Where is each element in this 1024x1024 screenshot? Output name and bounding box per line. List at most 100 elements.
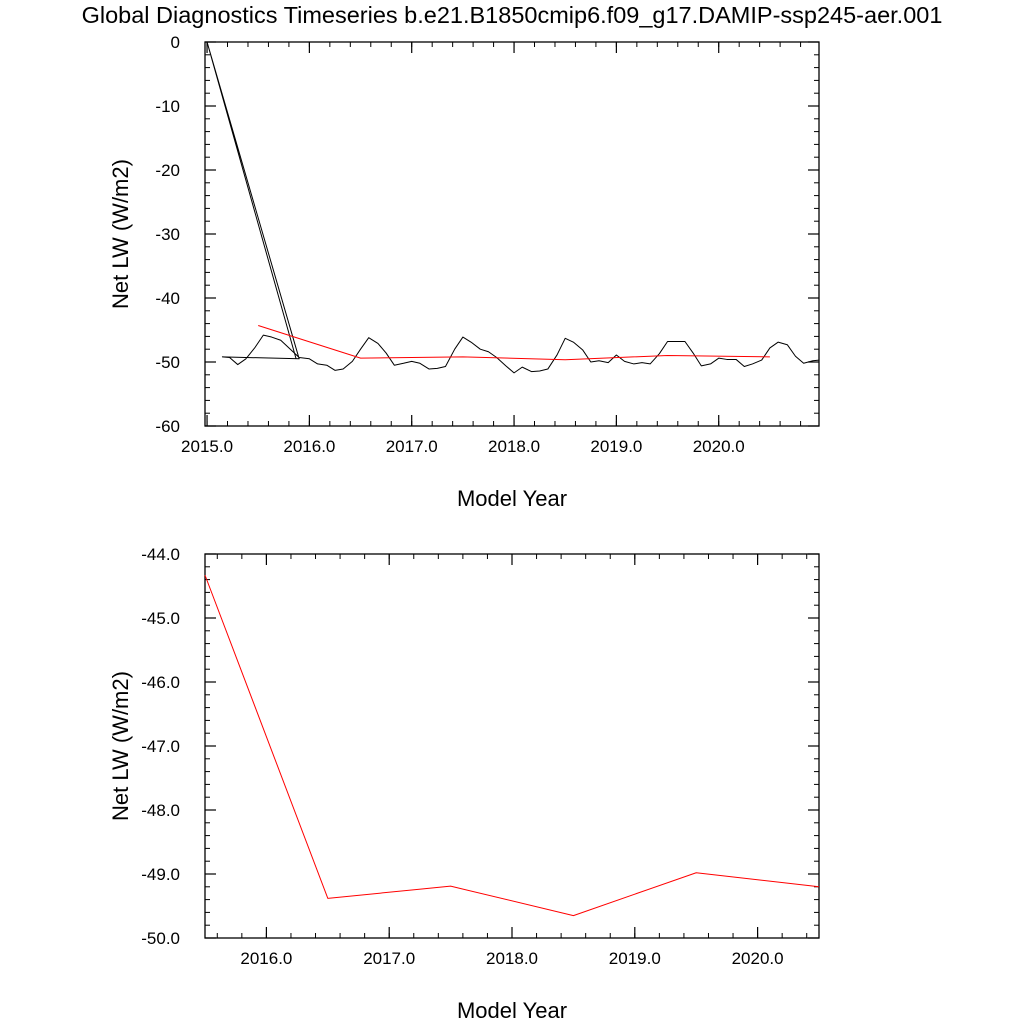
data-point [522, 367, 523, 368]
y-axis-title: Net LW (W/m2) [108, 159, 133, 309]
data-point [394, 365, 395, 366]
data-point [565, 338, 566, 339]
data-point [360, 349, 361, 350]
y-tick-label: -50 [155, 353, 180, 372]
data-point [650, 363, 651, 364]
data-point [255, 347, 256, 348]
data-point [377, 343, 378, 344]
data-point [531, 371, 532, 372]
data-point [777, 342, 778, 343]
data-point [539, 370, 540, 371]
data-point [437, 368, 438, 369]
data-point [462, 356, 463, 357]
data-point [696, 872, 697, 873]
data-point [327, 898, 328, 899]
x-axis-title: Model Year [457, 486, 567, 511]
data-point [317, 363, 318, 364]
data-point [667, 355, 668, 356]
data-point [616, 354, 617, 355]
y-tick-label: -30 [155, 225, 180, 244]
y-tick-label: -60 [155, 417, 180, 436]
x-tick-label: 2017.0 [386, 437, 438, 456]
data-point [590, 361, 591, 362]
data-point [429, 368, 430, 369]
data-point [769, 356, 770, 357]
data-point [803, 363, 804, 364]
data-point [761, 359, 762, 360]
data-point [411, 361, 412, 362]
data-point [710, 363, 711, 364]
x-tick-label: 2019.0 [609, 949, 661, 968]
series-line-0 [206, 41, 820, 374]
data-point [641, 362, 642, 363]
y-tick-label: -50.0 [141, 929, 180, 948]
data-point [513, 372, 514, 373]
data-point [299, 357, 300, 358]
data-point [659, 353, 660, 354]
data-point [271, 336, 272, 337]
data-point [818, 359, 819, 360]
data-point [229, 357, 230, 358]
data-point [795, 356, 796, 357]
data-point [299, 358, 300, 359]
data-point [667, 341, 668, 342]
series-line-0 [204, 574, 820, 917]
x-tick-label: 2015.0 [181, 437, 233, 456]
data-point [343, 368, 344, 369]
x-tick-label: 2016.0 [240, 949, 292, 968]
data-point [360, 358, 361, 359]
data-point [598, 360, 599, 361]
y-tick-label: -47.0 [141, 737, 180, 756]
data-point [726, 359, 727, 360]
data-point [573, 342, 574, 343]
data-point [263, 335, 264, 336]
data-point [752, 363, 753, 364]
data-point [684, 341, 685, 342]
data-point [693, 352, 694, 353]
chart-bottom: 2016.0 2017.0 2018.0 2019.0 2020.0 -44.0 -45.0… [108, 545, 820, 1023]
data-point [787, 344, 788, 345]
y-tick-label: -45.0 [141, 609, 180, 628]
data-point [818, 886, 819, 887]
data-point [582, 349, 583, 350]
data-point [245, 358, 246, 359]
data-point [608, 362, 609, 363]
data-point [488, 351, 489, 352]
y-axis-title: Net LW (W/m2) [108, 671, 133, 821]
data-point [352, 361, 353, 362]
data-point [675, 341, 676, 342]
y-tick-label: -48.0 [141, 801, 180, 820]
data-point [206, 41, 207, 42]
data-point [326, 365, 327, 366]
data-point [565, 359, 566, 360]
data-point [556, 354, 557, 355]
data-point [624, 361, 625, 362]
x-tick-label: 2018.0 [488, 437, 540, 456]
x-tick-label: 2019.0 [590, 437, 642, 456]
data-point [701, 365, 702, 366]
plot-frame [204, 553, 820, 939]
data-point [450, 886, 451, 887]
data-point [462, 336, 463, 337]
data-point [633, 363, 634, 364]
data-point [204, 575, 205, 576]
y-tick-label: -40 [155, 289, 180, 308]
data-point [445, 366, 446, 367]
x-tick-label: 2017.0 [363, 949, 415, 968]
data-point [718, 358, 719, 359]
data-point [454, 349, 455, 350]
data-point [222, 356, 223, 357]
x-tick-label: 2016.0 [283, 437, 335, 456]
data-point [573, 915, 574, 916]
data-point [368, 337, 369, 338]
y-tick-label: -44.0 [141, 545, 180, 564]
y-tick-label: -20 [155, 161, 180, 180]
data-point [386, 352, 387, 353]
page-title: Global Diagnostics Timeseries b.e21.B185… [81, 2, 943, 28]
data-point [403, 363, 404, 364]
data-point [237, 364, 238, 365]
y-tick-label: -46.0 [141, 673, 180, 692]
data-point [744, 366, 745, 367]
data-point [547, 368, 548, 369]
x-tick-label: 2018.0 [486, 949, 538, 968]
